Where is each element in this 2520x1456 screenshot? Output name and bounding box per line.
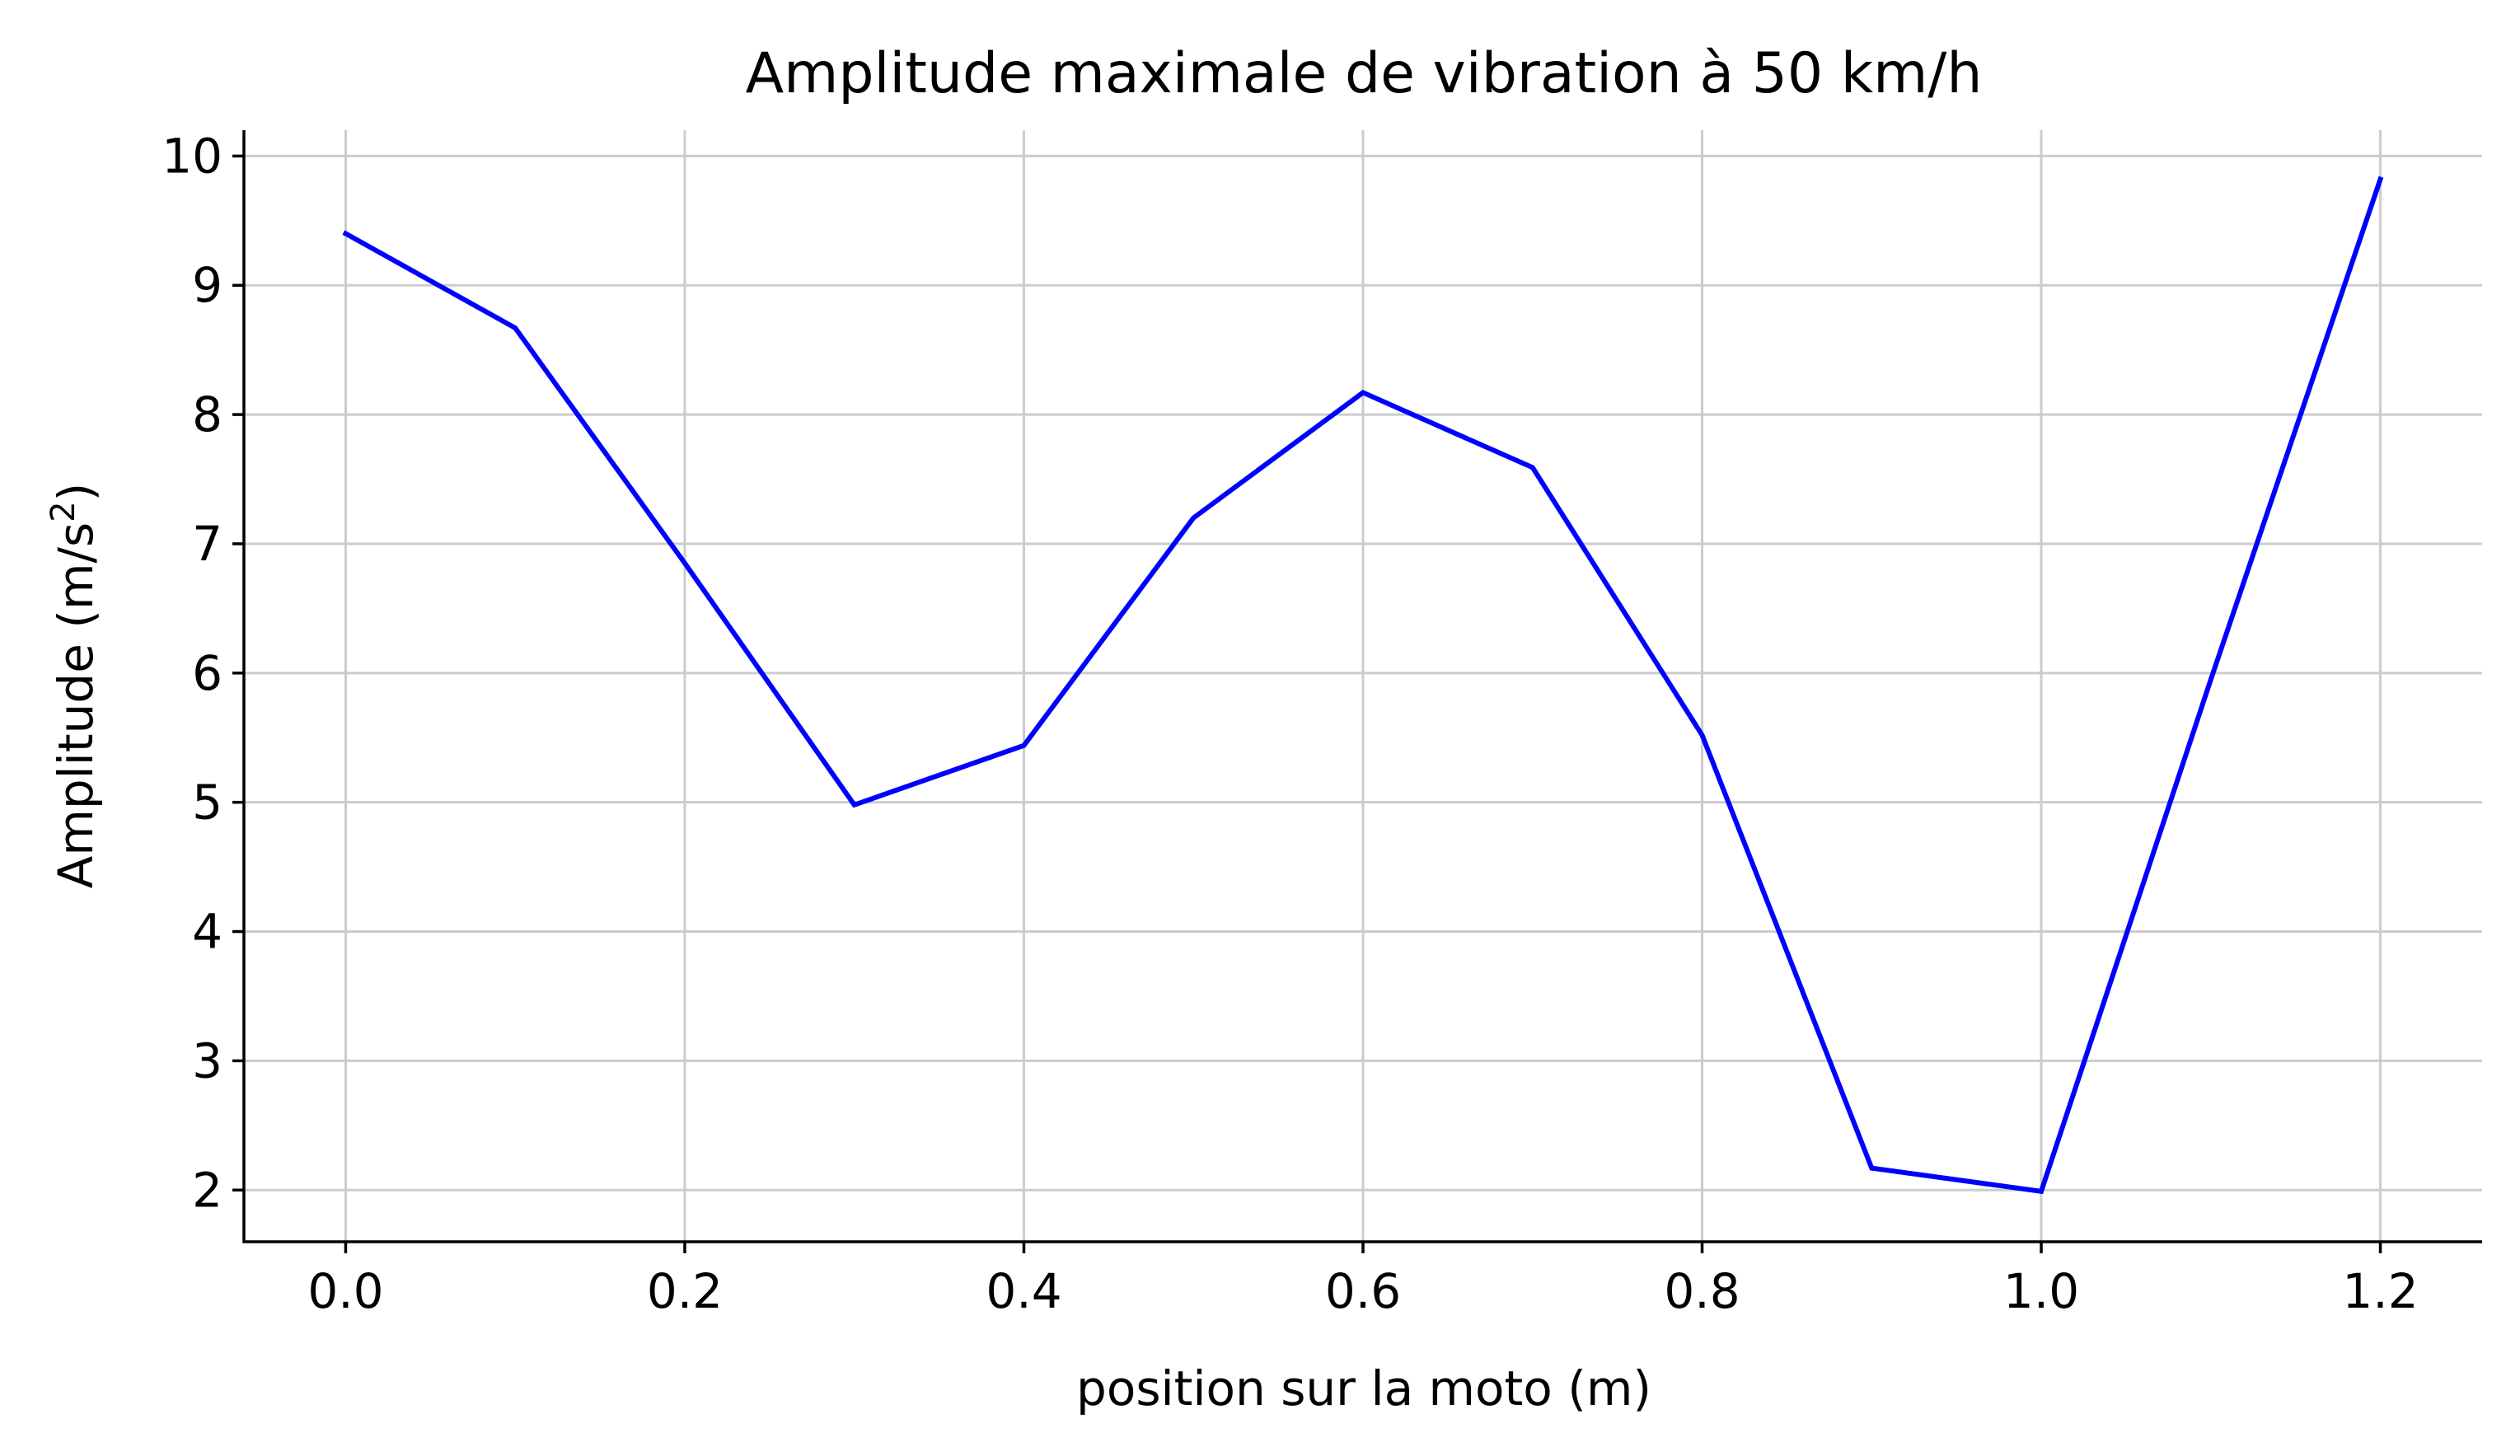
x-tick-label: 1.0 — [2003, 1263, 2079, 1319]
y-axis-label-end: ) — [48, 483, 104, 502]
x-tick-label: 0.8 — [1664, 1263, 1740, 1319]
x-tick-label: 0.2 — [647, 1263, 723, 1319]
y-axis-label-sup: 2 — [44, 501, 82, 522]
x-tick-label: 0.6 — [1325, 1263, 1401, 1319]
y-tick-label: 9 — [192, 257, 222, 313]
chart-title: Amplitude maximale de vibration à 50 km/… — [746, 41, 1983, 106]
y-axis-ticks: 2 3 4 5 6 7 8 9 10 — [162, 128, 244, 1218]
y-tick-label: 5 — [192, 775, 222, 831]
y-tick-label: 3 — [192, 1032, 222, 1088]
y-tick-label: 2 — [192, 1162, 222, 1218]
x-tick-label: 1.2 — [2342, 1263, 2418, 1319]
axis-spines — [242, 130, 2482, 1243]
y-tick-label: 7 — [192, 516, 222, 572]
y-axis-label: Amplitude (m/s2) — [44, 483, 104, 889]
x-axis-label: position sur la moto (m) — [1076, 1360, 1651, 1416]
x-tick-label: 0.4 — [986, 1263, 1061, 1319]
y-tick-label: 6 — [192, 645, 222, 701]
x-tick-label: 0.0 — [307, 1263, 383, 1319]
grid — [244, 130, 2482, 1242]
series-line — [342, 176, 2384, 1195]
y-tick-label: 4 — [192, 904, 222, 960]
x-axis-ticks: 0.0 0.2 0.4 0.6 0.8 1.0 1.2 — [307, 1242, 2419, 1319]
y-tick-label: 10 — [162, 128, 222, 184]
y-tick-label: 8 — [192, 386, 222, 442]
y-axis-label-main: Amplitude (m/s — [48, 522, 104, 889]
series-line-group — [342, 176, 2384, 1195]
